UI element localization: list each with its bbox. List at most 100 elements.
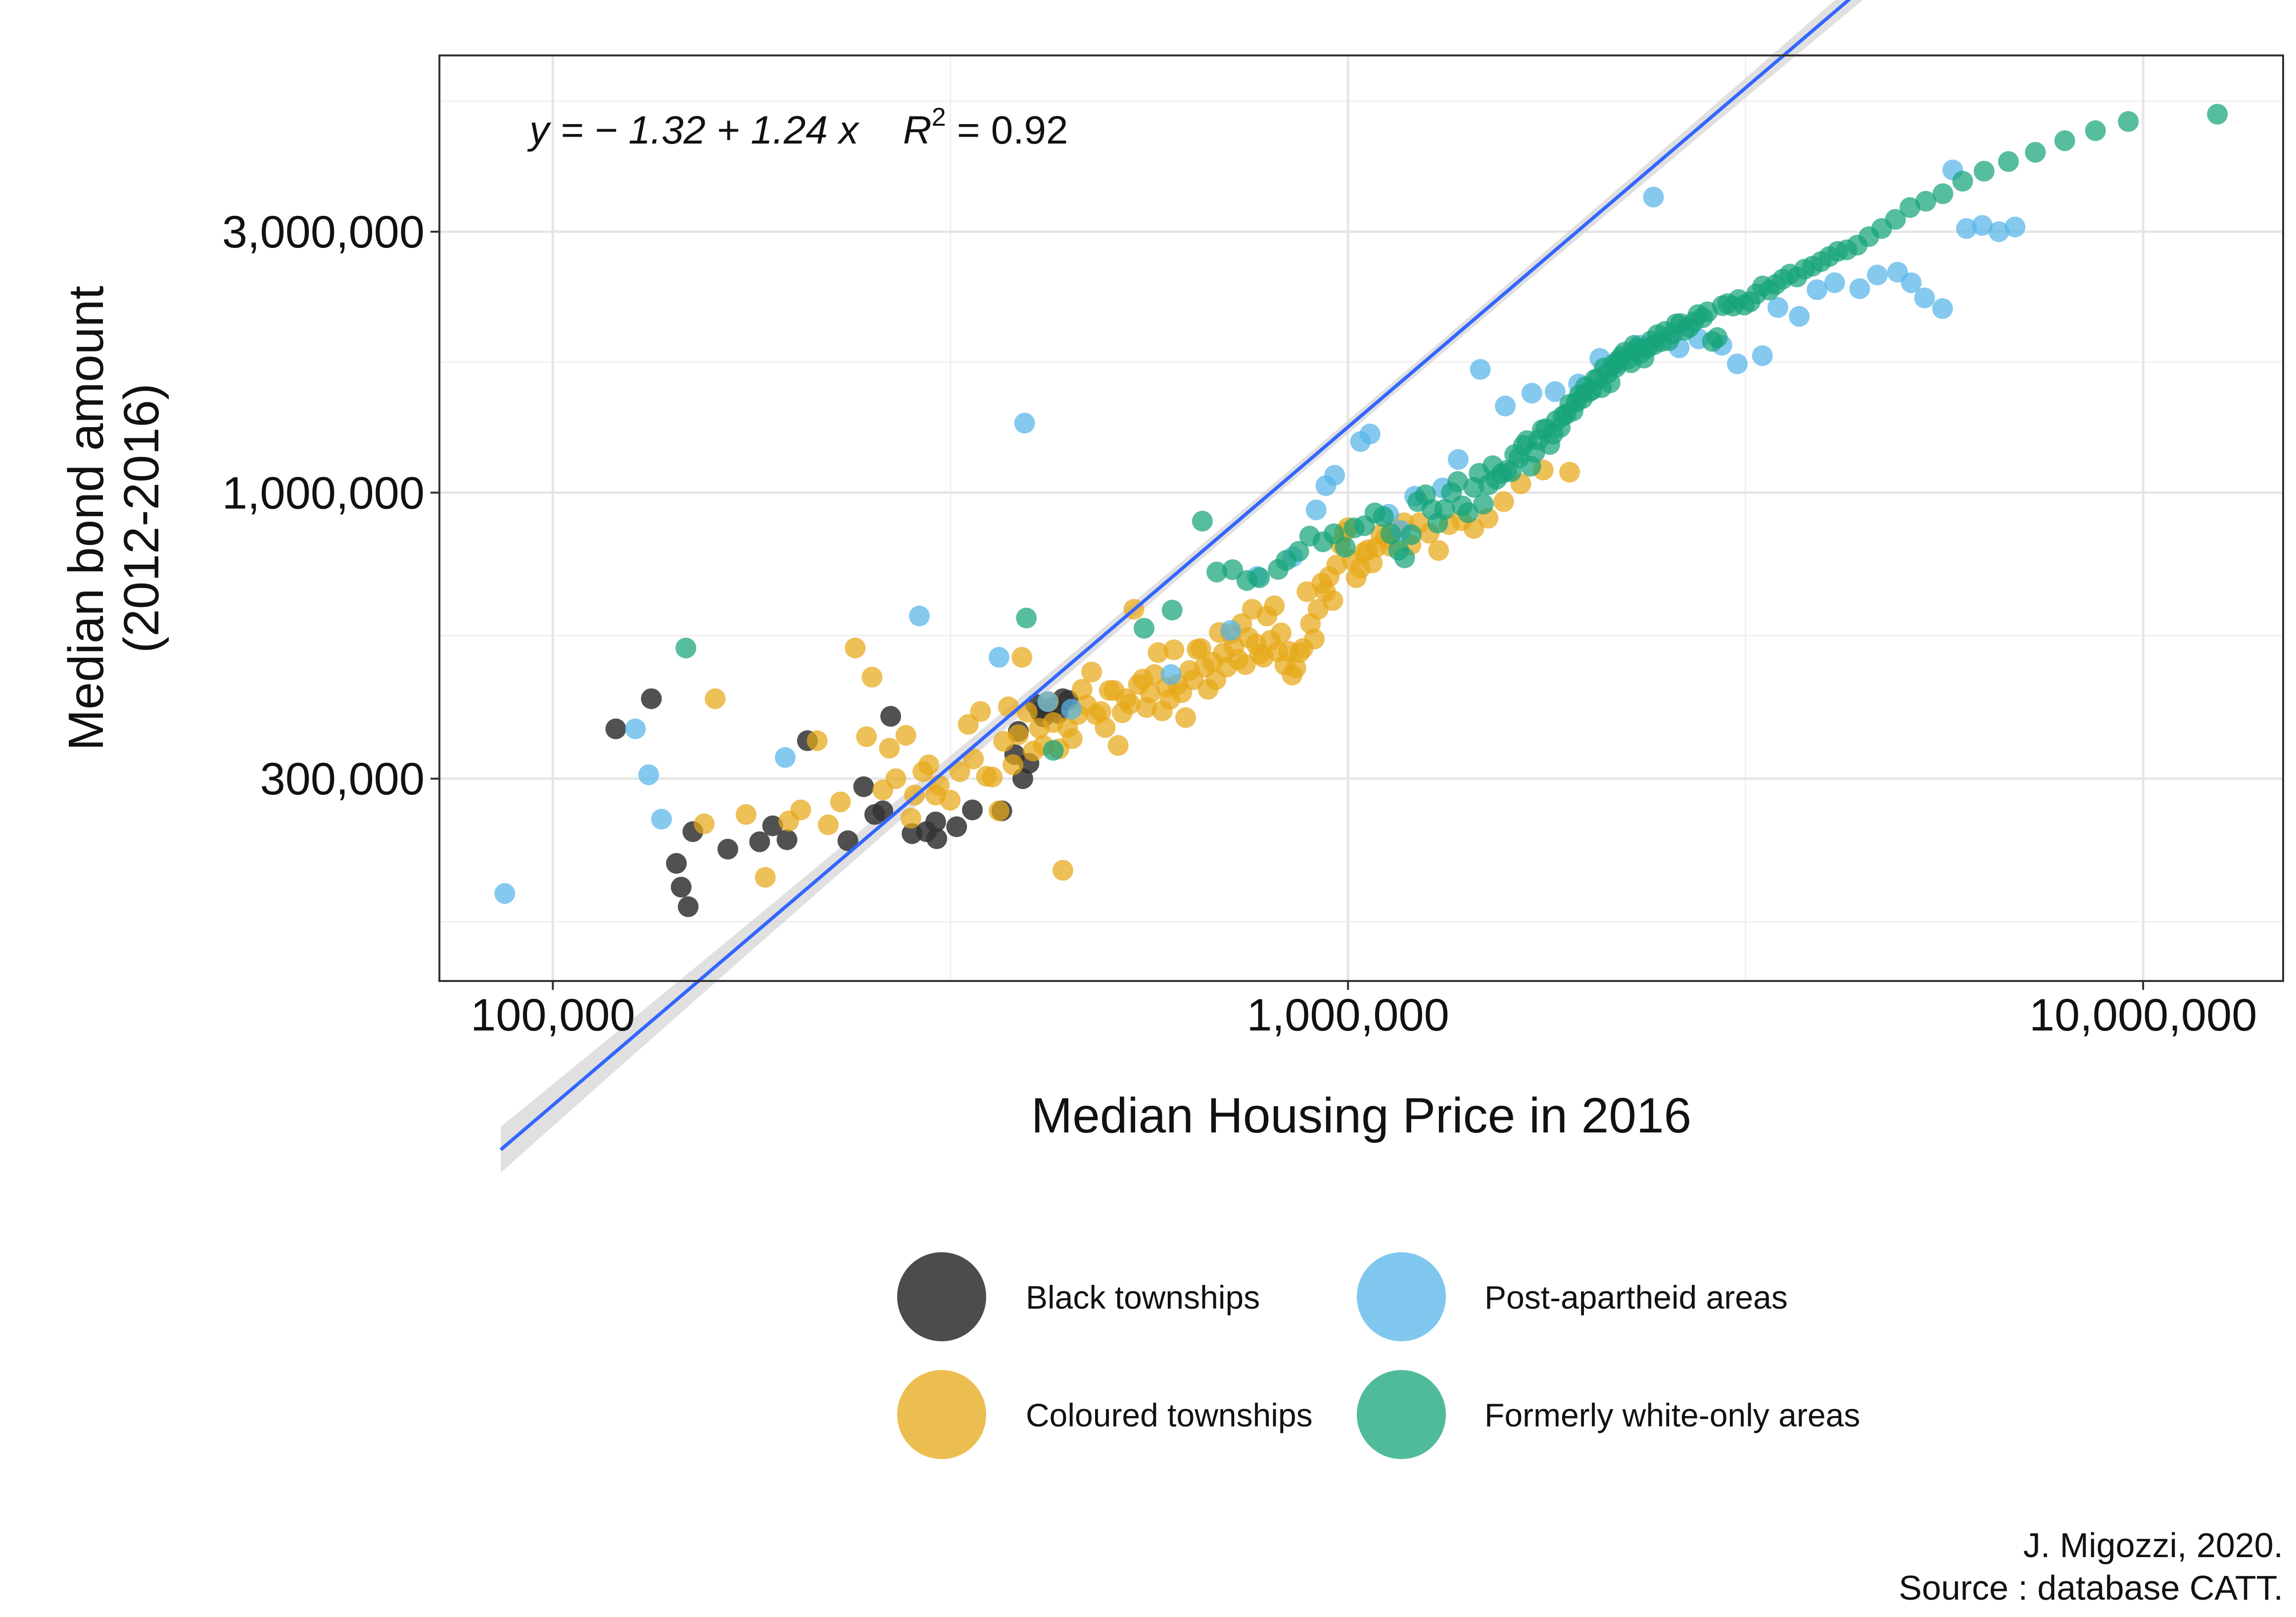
data-point: [1222, 559, 1243, 580]
data-point: [1401, 524, 1422, 545]
legend-label-coloured-townships: Coloured townships: [1026, 1397, 1313, 1433]
legend-label-formerly-white-only-areas: Formerly white-only areas: [1484, 1397, 1860, 1433]
data-point: [494, 883, 516, 904]
data-point: [2005, 216, 2026, 238]
y-axis-ticks: 300,000 1,000,000 3,000,000: [222, 207, 439, 804]
data-point: [1081, 661, 1102, 683]
data-point: [845, 637, 866, 659]
data-point: [909, 605, 930, 627]
data-point: [1090, 701, 1111, 722]
data-point: [1235, 654, 1256, 675]
data-point: [1095, 717, 1116, 738]
data-point: [1901, 272, 1922, 294]
legend: Black townships Post-apartheid areas Col…: [897, 1252, 1860, 1459]
data-point: [853, 776, 874, 797]
data-point: [1249, 567, 1270, 588]
data-point: [1003, 754, 1024, 776]
data-point: [1932, 183, 1954, 204]
data-point: [1037, 691, 1058, 712]
data-point: [1206, 561, 1228, 583]
equation-lhs: y = − 1.32 + 1.24: [527, 108, 839, 152]
data-point: [895, 725, 916, 746]
data-point: [1134, 618, 1154, 639]
data-point: [2054, 130, 2075, 151]
data-point: [1972, 215, 1993, 236]
data-point: [1161, 599, 1183, 621]
data-point: [1643, 187, 1664, 208]
series-black-townships: [605, 688, 1079, 917]
data-point: [1192, 510, 1213, 532]
data-point: [830, 791, 851, 813]
x-tick-label: 1,000,000: [1246, 990, 1449, 1040]
data-point: [1014, 412, 1035, 434]
data-point: [963, 748, 984, 770]
data-point: [1107, 735, 1129, 756]
x-tick-label: 100,000: [471, 990, 635, 1040]
data-point: [774, 747, 796, 768]
grid: [439, 55, 2283, 981]
data-point: [807, 730, 828, 751]
data-point: [949, 761, 970, 782]
legend-label-post-apartheid-areas: Post-apartheid areas: [1484, 1279, 1788, 1316]
data-point: [2207, 103, 2228, 125]
y-tick-label: 3,000,000: [222, 207, 425, 257]
data-point: [837, 830, 859, 851]
legend-key-coloured-townships: [897, 1370, 986, 1459]
data-point: [2118, 111, 2139, 132]
data-point: [2085, 120, 2106, 141]
data-point: [666, 853, 687, 874]
data-point: [735, 804, 757, 825]
data-point: [1973, 160, 1995, 182]
x-axis-title: Median Housing Price in 2016: [1031, 1088, 1691, 1143]
data-point: [641, 688, 662, 709]
data-point: [1373, 506, 1394, 527]
data-point: [1447, 471, 1468, 492]
data-point: [1447, 449, 1469, 470]
data-point: [1380, 523, 1401, 544]
regression-line-group: [499, 0, 1852, 1151]
regression-line: [499, 0, 1852, 1151]
data-points: [494, 103, 2228, 917]
data-point: [946, 816, 967, 837]
legend-label-black-townships: Black townships: [1026, 1279, 1260, 1316]
data-point: [1016, 607, 1037, 629]
data-point: [982, 767, 1003, 787]
data-point: [1043, 740, 1064, 761]
data-point: [1473, 493, 1494, 515]
data-point: [1061, 728, 1083, 749]
data-point: [1394, 547, 1415, 569]
data-point: [988, 800, 1009, 822]
data-point: [856, 726, 877, 747]
data-point: [1008, 724, 1029, 745]
data-point: [1362, 552, 1383, 574]
credit-author: J. Migozzi, 2020.: [2023, 1526, 2283, 1565]
data-point: [1271, 622, 1292, 643]
data-point: [1849, 278, 1870, 299]
data-point: [1956, 218, 1977, 239]
data-point: [677, 896, 699, 917]
data-point: [926, 828, 948, 849]
data-point: [1885, 209, 1906, 230]
data-point: [1727, 353, 1748, 375]
data-point: [605, 718, 626, 739]
data-point: [1768, 297, 1788, 318]
data-point: [755, 867, 776, 888]
data-point: [1140, 683, 1161, 704]
data-point: [861, 667, 883, 688]
data-point: [998, 696, 1019, 717]
data-point: [1163, 639, 1185, 660]
data-point: [762, 815, 783, 836]
data-point: [1952, 171, 1973, 192]
data-point: [1119, 693, 1141, 715]
legend-key-black-townships: [897, 1252, 986, 1341]
data-point: [1559, 462, 1580, 483]
x-axis-ticks: 100,000 1,000,000 10,000,000: [471, 981, 2257, 1040]
data-point: [1899, 197, 1920, 218]
legend-key-post-apartheid-areas: [1357, 1252, 1446, 1341]
y-axis-title-line1: Median bond amount: [58, 286, 114, 751]
data-point: [2025, 142, 2046, 163]
data-point: [817, 814, 839, 835]
data-point: [1305, 499, 1327, 521]
data-point: [880, 706, 901, 727]
data-point: [970, 701, 991, 722]
